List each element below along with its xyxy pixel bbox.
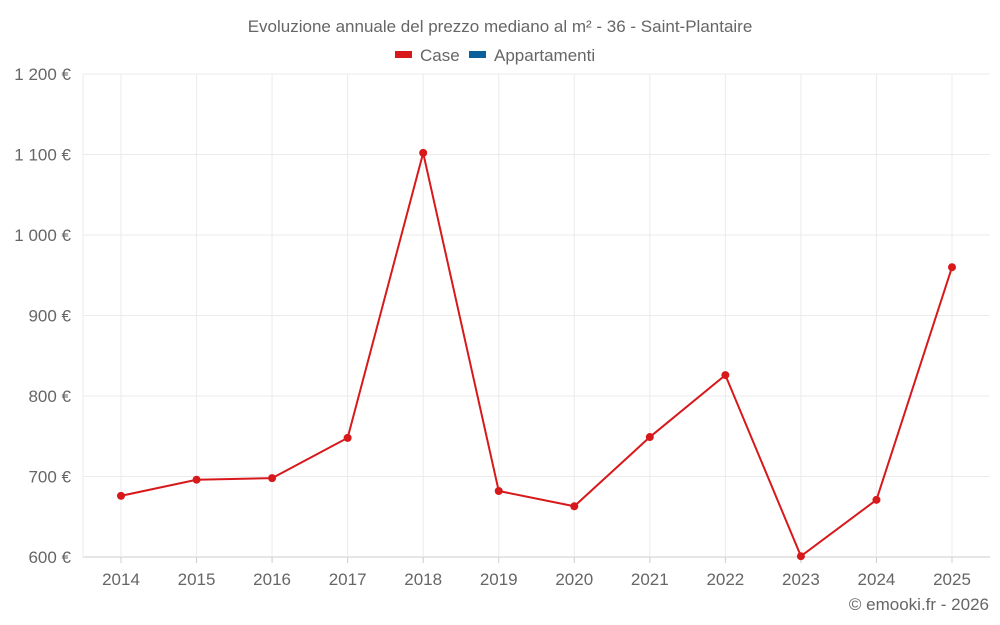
- y-tick-label: 900 €: [28, 307, 71, 326]
- data-point: [494, 486, 503, 495]
- legend-label[interactable]: Case: [420, 46, 460, 65]
- data-point: [570, 502, 579, 511]
- x-tick-label: 2021: [631, 570, 669, 589]
- series: [117, 148, 956, 561]
- y-tick-label: 1 200 €: [14, 65, 71, 84]
- y-tick-label: 1 000 €: [14, 226, 71, 245]
- data-point: [645, 433, 654, 442]
- y-tick-label: 1 100 €: [14, 146, 71, 165]
- x-tick-label: 2022: [706, 570, 744, 589]
- data-point: [419, 148, 428, 157]
- x-tick-label: 2018: [404, 570, 442, 589]
- legend-label[interactable]: Appartamenti: [494, 46, 595, 65]
- grid: [82, 73, 990, 558]
- chart-title: Evoluzione annuale del prezzo mediano al…: [248, 17, 753, 36]
- x-tick-label: 2025: [933, 570, 971, 589]
- x-tick-label: 2014: [102, 570, 140, 589]
- legend-swatch-case: [395, 51, 412, 58]
- legend: Case Appartamenti: [395, 46, 595, 65]
- y-tick-label: 600 €: [28, 548, 71, 567]
- x-tick-label: 2017: [329, 570, 367, 589]
- y-tick-label: 800 €: [28, 387, 71, 406]
- legend-swatch-appartamenti: [469, 51, 486, 58]
- x-axis: 2014 2015 2016 2017 2018 2019 2020 2021 2022 2023…: [102, 557, 971, 589]
- series-line-case: [120, 152, 953, 558]
- data-point: [872, 495, 881, 504]
- y-axis: 600 € 700 € 800 € 900 € 1 000 € 1 100 € 1 200 …: [14, 65, 71, 567]
- y-tick-label: 700 €: [28, 468, 71, 487]
- x-tick-label: 2023: [782, 570, 820, 589]
- x-tick-label: 2016: [253, 570, 291, 589]
- x-tick-label: 2015: [178, 570, 216, 589]
- x-tick-label: 2020: [555, 570, 593, 589]
- data-point: [721, 371, 730, 380]
- x-tick-label: 2019: [480, 570, 518, 589]
- data-point: [192, 475, 201, 484]
- data-point: [796, 552, 805, 561]
- data-point: [117, 491, 125, 500]
- data-point: [343, 433, 352, 442]
- data-point: [268, 474, 277, 483]
- x-tick-label: 2024: [858, 570, 896, 589]
- credit: © emooki.fr - 2026: [849, 595, 989, 614]
- data-point: [948, 263, 956, 272]
